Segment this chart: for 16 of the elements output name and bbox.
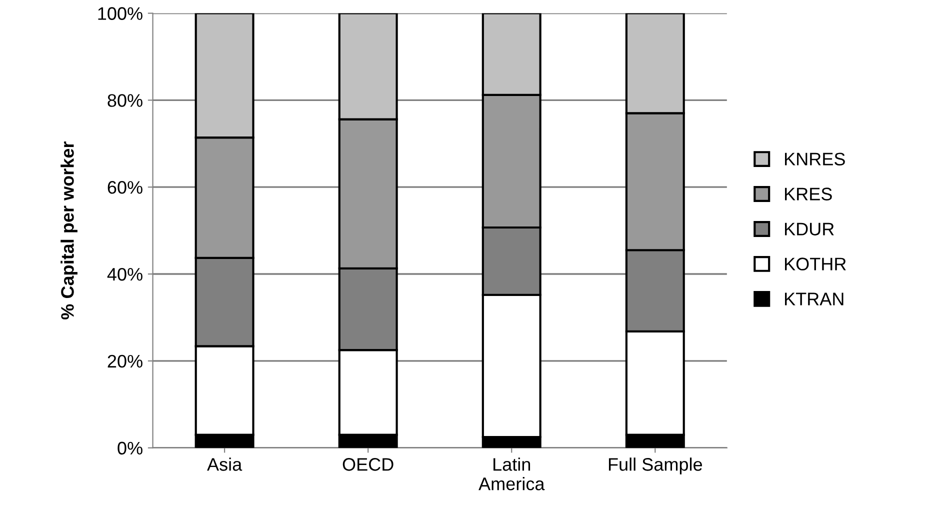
- y-tick-label: 100%: [98, 7, 142, 20]
- legend-label: KRES: [785, 188, 832, 200]
- y-tick-label: 80%: [108, 94, 142, 107]
- y-tick-label: 60%: [108, 181, 142, 194]
- x-tick-label: Asia: [207, 458, 242, 471]
- legend-label: KNRES: [785, 152, 845, 166]
- y-tick-label: 0%: [118, 442, 142, 455]
- x-tick-label: Latin America: [478, 458, 545, 490]
- x-tick-label: OECD: [342, 458, 394, 471]
- legend-label: KOTHR: [785, 258, 846, 270]
- y-axis-title: % Capital per worker: [60, 142, 78, 320]
- y-tick-label: 40%: [107, 268, 142, 281]
- y-tick-label: 20%: [108, 354, 142, 368]
- legend-label: KTRAN: [785, 292, 844, 306]
- x-tick-label: Full Sample: [608, 458, 702, 474]
- legend-label: KDUR: [785, 222, 834, 236]
